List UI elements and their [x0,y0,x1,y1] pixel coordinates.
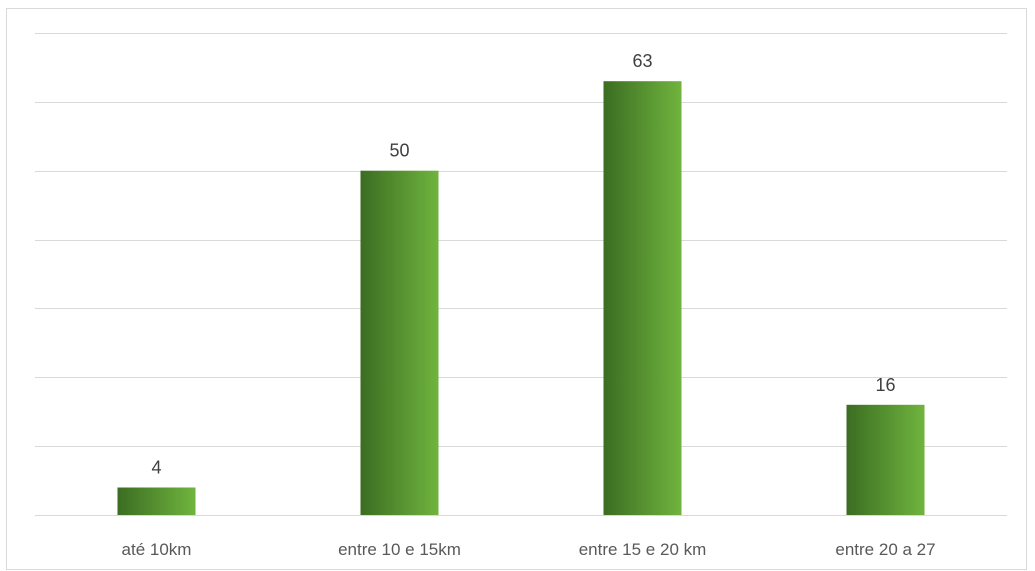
bar [846,404,925,515]
data-label: 16 [875,375,895,395]
category-tick-label: entre 15 e 20 km [579,540,707,559]
data-labels: 4 50 63 16 [151,51,895,477]
gridlines [35,33,1007,516]
category-tick-label: entre 20 a 27 [835,540,935,559]
data-label: 63 [632,51,652,71]
category-tick-label: entre 10 e 15km [338,540,461,559]
category-tick-label: até 10km [122,540,192,559]
category-axis: até 10km entre 10 e 15km entre 15 e 20 km e… [122,540,936,559]
bar [360,170,439,515]
data-label: 4 [151,458,161,478]
bar [117,487,196,515]
bar [603,81,682,515]
bars [117,81,925,515]
data-label: 50 [389,141,409,161]
